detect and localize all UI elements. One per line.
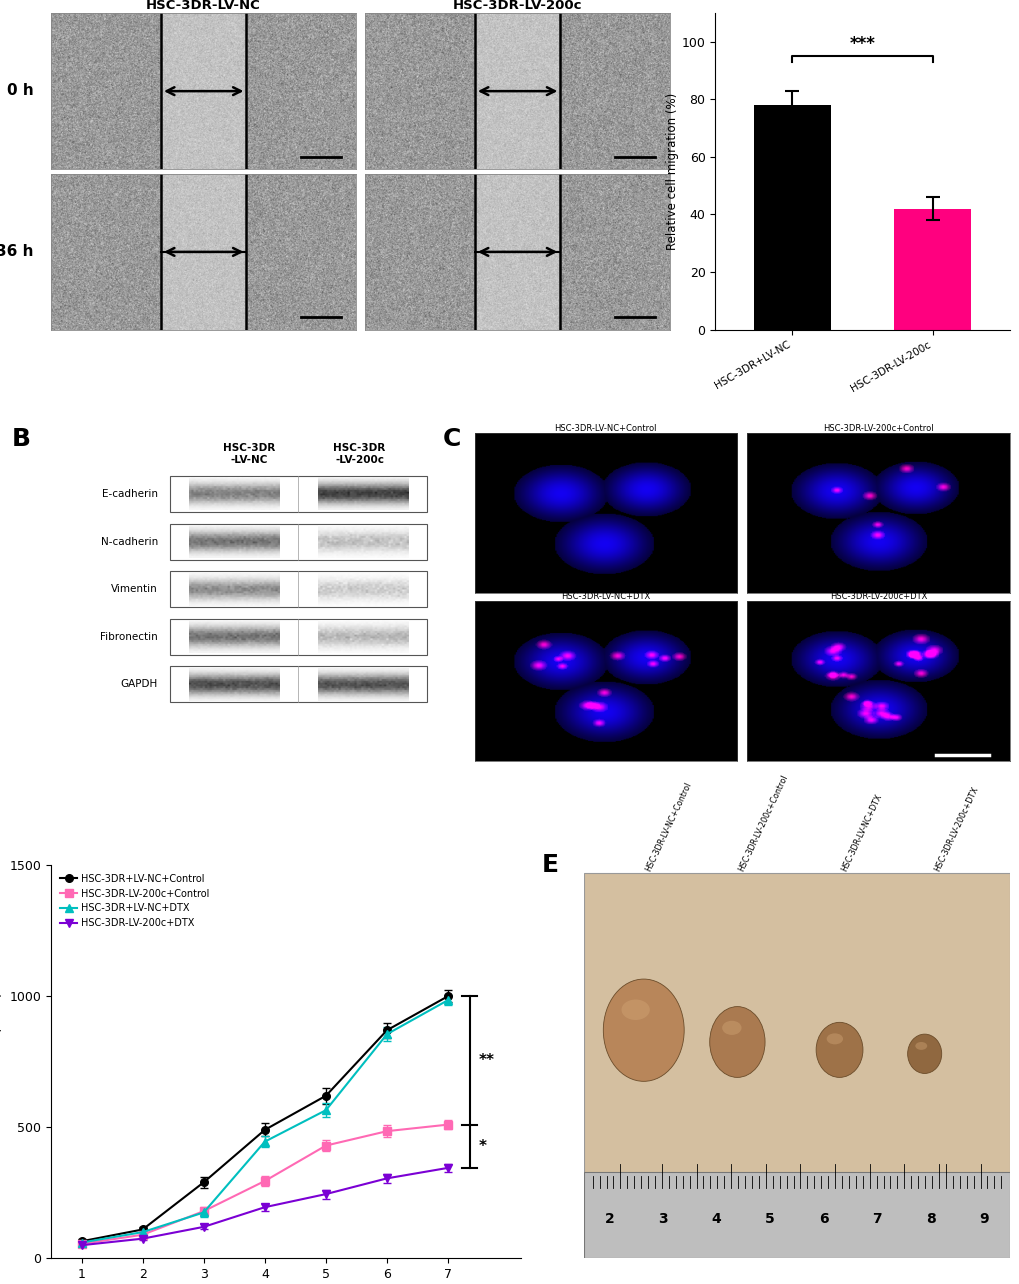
Text: 6: 6 bbox=[818, 1212, 827, 1226]
Text: N-cadherin: N-cadherin bbox=[101, 537, 158, 547]
Bar bbox=[169, 666, 426, 702]
Text: HSC-3DR
-LV-NC: HSC-3DR -LV-NC bbox=[222, 443, 275, 465]
Text: Vimentin: Vimentin bbox=[111, 584, 158, 594]
Ellipse shape bbox=[914, 1043, 926, 1050]
Text: HSC-3DR
-LV-200c: HSC-3DR -LV-200c bbox=[333, 443, 385, 465]
Ellipse shape bbox=[815, 1022, 862, 1077]
Ellipse shape bbox=[907, 1034, 941, 1073]
Ellipse shape bbox=[825, 1034, 843, 1044]
Bar bbox=[584, 873, 1009, 1180]
Text: Fibronectin: Fibronectin bbox=[100, 632, 158, 642]
Title: HSC-3DR-LV-200c+Control: HSC-3DR-LV-200c+Control bbox=[822, 424, 933, 433]
Bar bbox=[584, 1172, 1009, 1258]
Legend: HSC-3DR+LV-NC+Control, HSC-3DR-LV-200c+Control, HSC-3DR+LV-NC+DTX, HSC-3DR-LV-20: HSC-3DR+LV-NC+Control, HSC-3DR-LV-200c+C… bbox=[56, 869, 213, 932]
Text: 2: 2 bbox=[604, 1212, 614, 1226]
Bar bbox=[169, 619, 426, 655]
Text: ***: *** bbox=[849, 35, 874, 53]
Title: HSC-3DR-LV-200c+DTX: HSC-3DR-LV-200c+DTX bbox=[829, 592, 926, 601]
Ellipse shape bbox=[602, 980, 684, 1081]
Bar bbox=[169, 571, 426, 607]
Y-axis label: Relative cell migration (%): Relative cell migration (%) bbox=[665, 92, 679, 250]
Text: **: ** bbox=[478, 1053, 494, 1068]
Ellipse shape bbox=[709, 1007, 764, 1077]
Text: C: C bbox=[442, 426, 461, 451]
Text: HSC-3DR-LV-NC+Control: HSC-3DR-LV-NC+Control bbox=[643, 781, 692, 873]
Text: 8: 8 bbox=[925, 1212, 934, 1226]
Bar bbox=[169, 524, 426, 560]
Ellipse shape bbox=[721, 1021, 741, 1035]
Text: 9: 9 bbox=[978, 1212, 988, 1226]
Text: E: E bbox=[541, 853, 558, 877]
Text: GAPDH: GAPDH bbox=[120, 679, 158, 690]
Bar bbox=[894, 209, 970, 330]
Text: 4: 4 bbox=[711, 1212, 720, 1226]
Bar bbox=[169, 476, 426, 512]
Text: *: * bbox=[478, 1139, 486, 1154]
Text: HSC-3DR-LV-200c+DTX: HSC-3DR-LV-200c+DTX bbox=[932, 785, 979, 873]
Bar bbox=[753, 105, 830, 330]
Y-axis label: Tumor volume (mm³): Tumor volume (mm³) bbox=[0, 991, 4, 1131]
Text: 3: 3 bbox=[657, 1212, 667, 1226]
Text: B: B bbox=[11, 426, 31, 451]
Y-axis label: 0 h: 0 h bbox=[7, 83, 34, 99]
Text: 5: 5 bbox=[764, 1212, 774, 1226]
Title: HSC-3DR-LV-200c: HSC-3DR-LV-200c bbox=[452, 0, 582, 12]
Title: HSC-3DR-LV-NC: HSC-3DR-LV-NC bbox=[146, 0, 261, 12]
Text: 7: 7 bbox=[871, 1212, 881, 1226]
Y-axis label: 36 h: 36 h bbox=[0, 244, 34, 259]
Text: HSC-3DR-LV-200c+Control: HSC-3DR-LV-200c+Control bbox=[737, 773, 790, 873]
Ellipse shape bbox=[621, 999, 649, 1019]
Text: E-cadherin: E-cadherin bbox=[102, 489, 158, 499]
Title: HSC-3DR-LV-NC+DTX: HSC-3DR-LV-NC+DTX bbox=[560, 592, 650, 601]
Text: HSC-3DR-LV-NC+DTX: HSC-3DR-LV-NC+DTX bbox=[839, 792, 882, 873]
Title: HSC-3DR-LV-NC+Control: HSC-3DR-LV-NC+Control bbox=[554, 424, 656, 433]
